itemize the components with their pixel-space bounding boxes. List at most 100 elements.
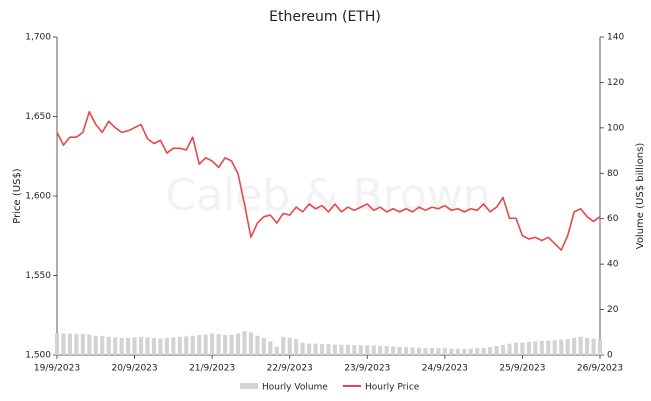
volume-bar xyxy=(158,338,163,355)
y2-tick-label: 20 xyxy=(607,305,619,315)
volume-bar xyxy=(54,333,60,355)
volume-bar xyxy=(345,344,350,355)
volume-bar xyxy=(74,333,79,355)
legend-label: Hourly Price xyxy=(365,383,420,393)
volume-bar xyxy=(190,335,195,355)
x-tick-label: 21/9/2023 xyxy=(189,364,235,374)
volume-bar xyxy=(119,337,124,355)
volume-bar xyxy=(67,333,72,355)
volume-bar xyxy=(410,347,415,355)
volume-bar xyxy=(80,334,85,355)
volume-bar xyxy=(365,345,370,355)
volume-bar xyxy=(177,336,182,355)
volume-bar xyxy=(500,344,506,355)
volume-bar xyxy=(565,339,570,355)
volume-bar xyxy=(552,340,557,355)
y2-tick-label: 40 xyxy=(607,260,619,270)
volume-bar xyxy=(391,346,396,355)
watermark: Caleb & Brown xyxy=(165,170,490,221)
volume-bar xyxy=(539,340,544,355)
y-tick-label: 1,700 xyxy=(25,33,51,43)
volume-bar xyxy=(436,348,441,355)
volume-bar xyxy=(197,335,202,355)
volume-bar xyxy=(261,337,266,355)
volume-bar xyxy=(358,345,363,355)
volume-bar xyxy=(578,336,583,355)
y2-tick-label: 120 xyxy=(607,78,624,88)
x-tick-label: 20/9/2023 xyxy=(111,364,157,374)
volume-bar xyxy=(455,348,460,355)
volume-bar xyxy=(378,345,383,355)
volume-bar xyxy=(332,344,338,355)
volume-bar xyxy=(481,347,486,355)
volume-bar xyxy=(294,339,299,355)
price-line xyxy=(56,110,601,251)
volume-bar xyxy=(591,338,596,355)
x-tick-label: 19/9/2023 xyxy=(34,364,80,374)
volume-bar xyxy=(468,348,473,355)
y-tick-label: 1,500 xyxy=(25,351,51,361)
volume-bar xyxy=(339,344,344,355)
volume-bar xyxy=(287,337,292,355)
volume-bar xyxy=(572,337,577,355)
volume-bar xyxy=(248,332,253,355)
volume-bar xyxy=(216,334,221,355)
y2-tick-label: 0 xyxy=(607,351,613,361)
volume-bar xyxy=(145,337,150,355)
legend-label: Hourly Volume xyxy=(262,383,328,393)
volume-bar xyxy=(268,341,273,355)
volume-bar xyxy=(242,331,247,355)
volume-bar xyxy=(100,336,105,355)
volume-bar xyxy=(546,340,551,355)
volume-bar xyxy=(87,334,92,355)
x-tick-label: 22/9/2023 xyxy=(267,364,313,374)
volume-bar xyxy=(113,337,118,355)
y2-tick-label: 140 xyxy=(607,33,624,43)
chart-title: Ethereum (ETH) xyxy=(269,9,381,25)
volume-bar xyxy=(520,342,525,355)
volume-bar xyxy=(384,345,389,355)
volume-bar xyxy=(326,344,331,355)
x-tick-label: 25/9/2023 xyxy=(499,364,545,374)
y-tick-label: 1,550 xyxy=(25,271,51,281)
volume-bar xyxy=(274,347,279,355)
volume-bar xyxy=(507,343,512,355)
volume-bar xyxy=(164,337,169,355)
volume-bar xyxy=(442,348,447,355)
volume-bar xyxy=(533,341,538,355)
volume-bar xyxy=(223,335,228,355)
volume-bar xyxy=(352,345,357,355)
volume-bar xyxy=(61,333,66,355)
volume-bar xyxy=(229,334,234,355)
volume-bar xyxy=(126,337,131,355)
volume-bar xyxy=(416,347,422,355)
volume-bar xyxy=(488,347,493,355)
volume-bar xyxy=(449,348,454,355)
legend-swatch xyxy=(240,383,258,389)
volume-bar xyxy=(203,334,208,355)
volume-bar xyxy=(475,348,480,355)
volume-bar xyxy=(300,342,305,355)
volume-bar xyxy=(132,337,137,355)
volume-bar xyxy=(106,336,111,355)
x-tick-label: 23/9/2023 xyxy=(344,364,390,374)
volume-bar xyxy=(462,348,467,355)
volume-bar xyxy=(307,343,312,355)
x-tick-label: 26/9/2023 xyxy=(577,364,623,374)
volume-bar xyxy=(255,335,260,355)
volume-bar xyxy=(423,348,428,355)
volume-bar xyxy=(429,348,434,355)
volume-bar xyxy=(184,336,189,355)
volume-bar xyxy=(513,342,519,355)
volume-bar xyxy=(171,337,176,355)
volume-bar xyxy=(281,336,286,355)
volume-bar xyxy=(585,337,590,355)
y-axis-title: Price (US$) xyxy=(12,168,23,224)
y-tick-label: 1,600 xyxy=(25,192,51,202)
y2-tick-label: 100 xyxy=(607,123,624,133)
volume-bar xyxy=(210,333,215,355)
volume-bar xyxy=(597,339,603,355)
y2-tick-label: 80 xyxy=(607,169,619,179)
x-tick-label: 24/9/2023 xyxy=(422,364,468,374)
